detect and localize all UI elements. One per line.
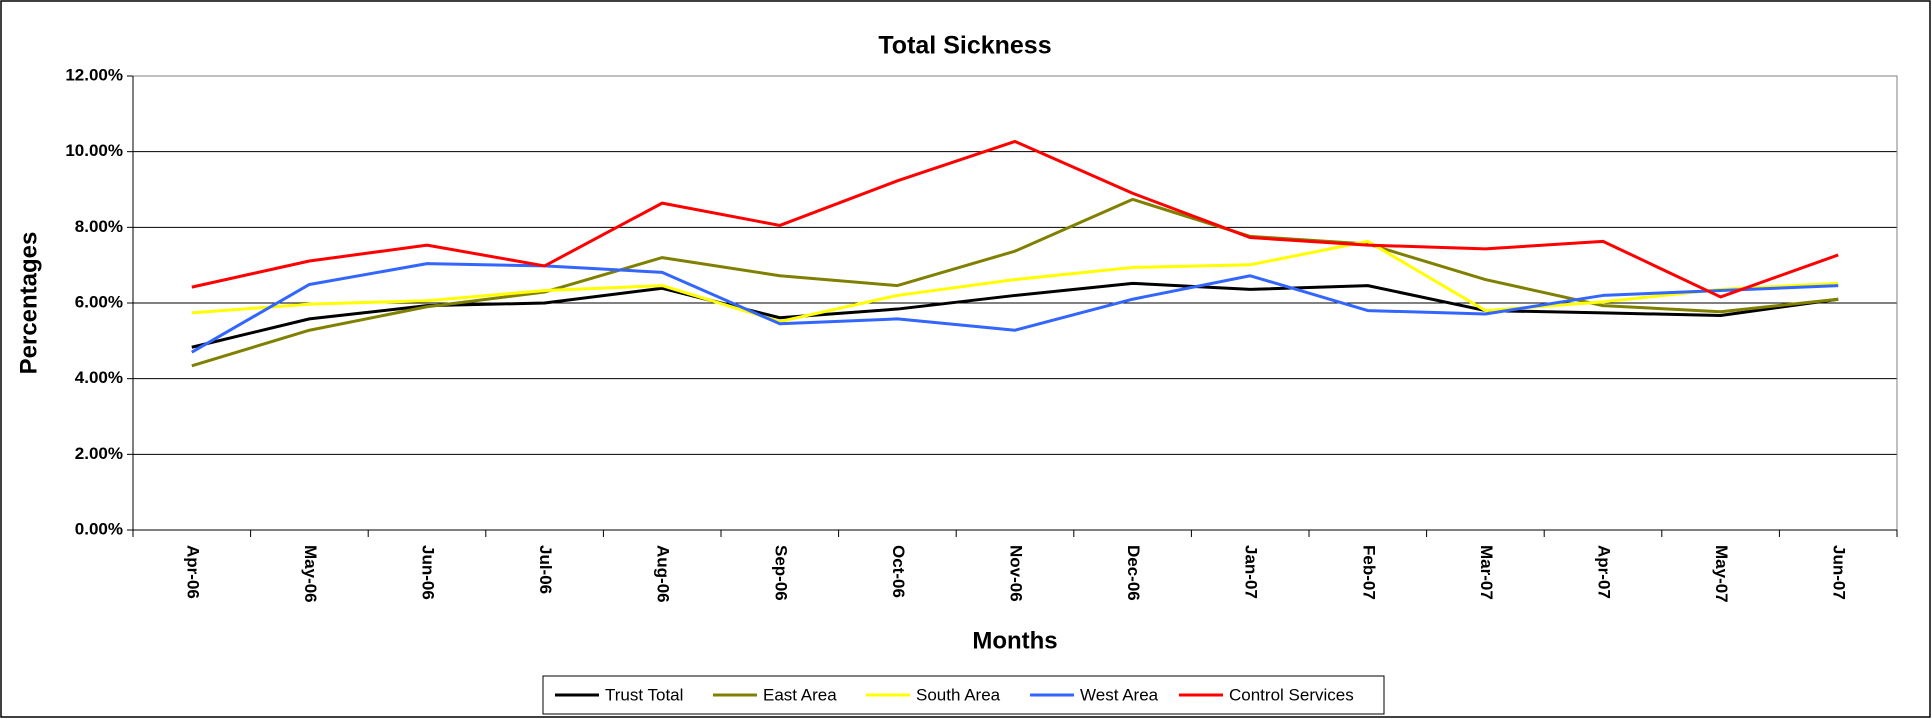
x-tick-label: Jan-07 [1242,545,1261,599]
series-line [191,139,1839,299]
x-tick-label: Apr-06 [183,545,202,599]
legend-label: Trust Total [605,685,683,704]
y-axis-label: Percentages [15,232,42,375]
x-tick-label: Feb-07 [1359,545,1378,600]
x-axis-label: Months [972,627,1057,654]
x-tick-label: Jun-06 [419,545,438,600]
x-tick-label: Nov-06 [1007,545,1026,602]
legend: Trust Total East Area South Area West Area C… [542,675,1385,715]
legend-label: West Area [1080,685,1159,704]
y-tick-label: 4.00% [75,368,123,387]
x-tick-label: May-06 [301,545,320,603]
series-line [191,239,1839,324]
x-tick-label: Mar-07 [1477,545,1496,600]
legend-box [542,675,1385,715]
y-tick-label: 12.00% [65,65,123,84]
y-tick-label: 0.00% [75,519,123,538]
x-tick-label: Dec-06 [1124,545,1143,601]
x-tick-label: Oct-06 [889,545,908,598]
x-tick-label: Jul-06 [536,545,555,594]
chart-title: Total Sickness [878,32,1051,60]
y-tick-label: 10.00% [65,141,123,160]
series-line [191,197,1839,368]
x-tick-label: Aug-06 [654,545,673,603]
series-line [191,262,1839,354]
x-tick-label: Apr-07 [1595,545,1614,599]
series-line [191,281,1839,349]
legend-label: East Area [763,685,837,704]
x-tick-label: Sep-06 [771,545,790,601]
x-tick-label: Jun-07 [1830,545,1849,600]
legend-label: South Area [916,685,1001,704]
y-tick-label: 6.00% [75,292,123,311]
legend-label: Control Services [1229,685,1354,704]
x-tick-label: May-07 [1712,545,1731,603]
y-tick-label: 8.00% [75,217,123,236]
y-tick-label: 2.00% [75,444,123,463]
